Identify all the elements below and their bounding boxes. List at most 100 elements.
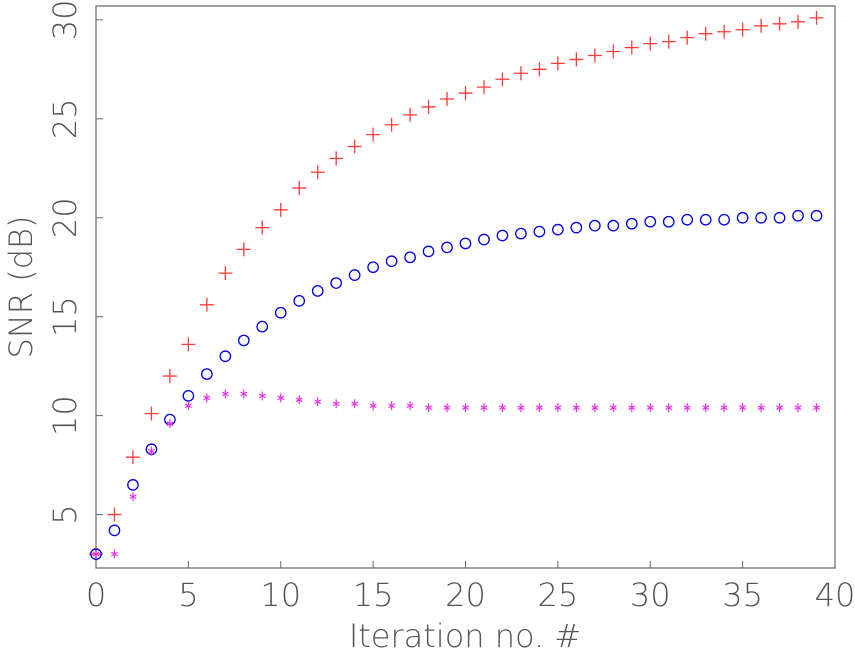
asterisk-marker: [406, 401, 414, 411]
plus-marker: [273, 202, 288, 217]
circle-marker: [773, 211, 786, 224]
circle-marker: [699, 213, 712, 226]
asterisk-marker: [425, 403, 433, 413]
asterisk-marker: [369, 401, 377, 411]
circle-marker: [274, 306, 287, 319]
asterisk-marker: [572, 403, 580, 413]
asterisk-marker: [720, 403, 728, 413]
x-tick-label: 35: [722, 576, 763, 614]
plus-marker: [181, 337, 196, 352]
x-tick-label: 0: [86, 576, 106, 614]
asterisk-marker: [258, 391, 266, 401]
asterisk-marker: [184, 401, 192, 411]
circle-marker: [515, 227, 527, 240]
plus-marker: [218, 266, 233, 281]
circle-marker: [570, 221, 583, 234]
y-axis-label: SNR (dB): [2, 216, 40, 359]
plus-marker: [680, 30, 695, 45]
circle-marker: [90, 548, 102, 560]
circle-marker: [237, 334, 250, 347]
asterisk-marker: [240, 389, 248, 399]
circle-marker: [219, 350, 232, 363]
asterisk-marker: [351, 399, 359, 409]
plus-marker: [698, 26, 713, 41]
asterisk-marker: [517, 403, 525, 413]
plus-marker: [421, 99, 436, 114]
circle-marker: [810, 209, 823, 222]
plus-marker: [569, 52, 584, 67]
circle-marker: [662, 215, 675, 228]
circle-marker: [736, 211, 749, 224]
y-tick-label: 10: [46, 395, 84, 436]
circle-marker: [625, 217, 638, 230]
asterisk-marker: [166, 419, 174, 429]
circle-marker: [644, 215, 657, 228]
x-tick-label: 30: [630, 576, 671, 614]
plus-marker: [717, 24, 732, 39]
plus-marker: [329, 151, 344, 166]
circle-marker: [201, 368, 213, 380]
asterisk-marker: [480, 403, 488, 413]
asterisk-marker: [554, 403, 562, 413]
plus-marker: [809, 10, 824, 25]
y-tick-label: 25: [46, 98, 84, 139]
asterisk-marker: [757, 403, 765, 413]
y-axis-ticks: 5 10 15 20 25 30: [46, 0, 103, 525]
series-asterisk-points: [92, 389, 820, 559]
plus-marker: [735, 22, 750, 37]
circle-marker: [533, 225, 546, 238]
circle-marker: [385, 255, 398, 268]
plus-marker: [366, 127, 381, 142]
plus-marker: [199, 297, 214, 312]
asterisk-marker: [813, 403, 820, 413]
x-tick-label: 25: [538, 576, 579, 614]
circle-marker: [496, 229, 509, 242]
data-points: [89, 10, 824, 562]
circle-marker: [792, 209, 804, 222]
plus-marker: [125, 450, 140, 465]
circle-marker: [293, 295, 306, 307]
plus-marker: [495, 72, 510, 87]
circle-marker: [127, 479, 139, 491]
asterisk-marker: [111, 549, 118, 559]
plus-marker: [403, 107, 418, 122]
y-tick-label: 5: [46, 504, 84, 524]
plus-marker: [661, 34, 676, 49]
asterisk-marker: [535, 403, 543, 413]
circle-marker: [367, 261, 379, 274]
asterisk-marker: [388, 401, 396, 411]
asterisk-marker: [314, 397, 322, 407]
y-tick-label: 20: [46, 197, 84, 238]
y-tick-label: 15: [46, 296, 84, 337]
x-tick-label: 15: [353, 576, 394, 614]
plus-marker: [791, 14, 806, 29]
plus-marker: [384, 117, 399, 132]
series-plus-points: [89, 10, 824, 562]
circle-marker: [552, 223, 564, 236]
asterisk-marker: [277, 393, 285, 403]
asterisk-marker: [332, 399, 340, 409]
circle-marker: [422, 245, 435, 258]
plus-marker: [347, 139, 362, 154]
asterisk-marker: [794, 403, 802, 413]
plus-marker: [513, 66, 528, 81]
x-tick-label: 20: [445, 576, 486, 614]
plus-marker: [255, 220, 270, 235]
asterisk-marker: [443, 403, 451, 413]
plus-marker: [310, 165, 325, 180]
circle-marker: [478, 233, 490, 246]
plus-marker: [107, 507, 122, 522]
x-tick-label: 40: [815, 576, 855, 614]
x-tick-label: 10: [260, 576, 301, 614]
asterisk-marker: [683, 403, 691, 413]
plus-marker: [550, 56, 565, 71]
plus-marker: [440, 92, 455, 107]
asterisk-marker: [295, 395, 303, 405]
asterisk-marker: [628, 403, 636, 413]
asterisk-marker: [221, 389, 229, 399]
circle-marker: [311, 285, 324, 297]
asterisk-marker: [646, 403, 654, 413]
circle-marker: [256, 320, 269, 333]
circle-marker: [459, 237, 472, 250]
plus-marker: [162, 369, 177, 384]
